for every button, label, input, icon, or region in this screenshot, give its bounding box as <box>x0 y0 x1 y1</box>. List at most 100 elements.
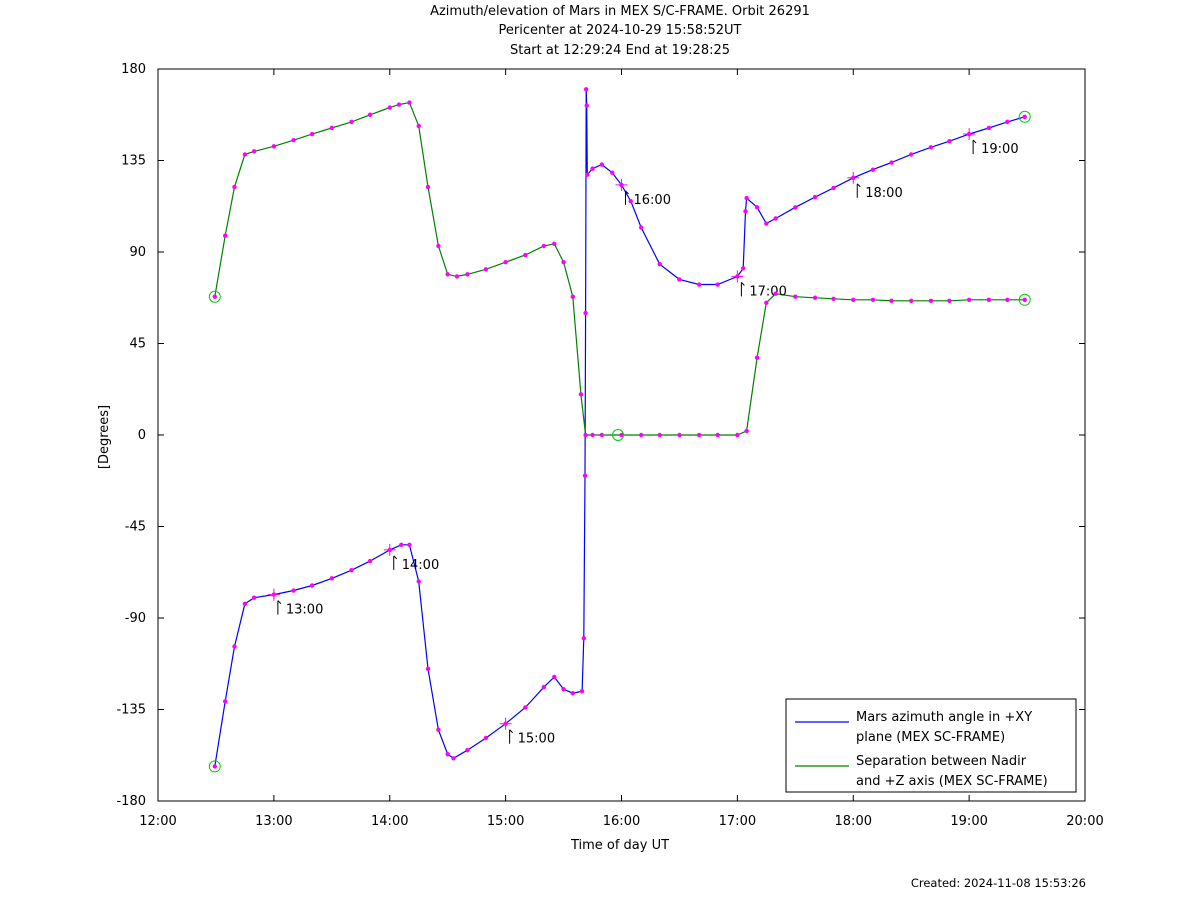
azimuth-data-point <box>870 167 876 172</box>
separation-data-point <box>831 296 836 301</box>
separation-data-point <box>407 100 412 105</box>
hour-label-pointer <box>741 282 745 286</box>
azimuth-data-point <box>764 221 769 226</box>
chart-title-line-1: Azimuth/elevation of Mars in MEX S/C-FRA… <box>430 4 810 19</box>
separation-data-point <box>251 149 257 154</box>
azimuth-data-point <box>986 125 992 131</box>
separation-data-point <box>349 119 354 125</box>
separation-data-point <box>212 294 217 299</box>
azimuth-data-point <box>585 172 590 177</box>
hour-label-pointer <box>393 555 398 560</box>
y-tick-label: -45 <box>125 520 146 535</box>
azimuth-data-point <box>610 170 615 175</box>
azimuth-data-point <box>212 764 217 769</box>
azimuth-data-point <box>582 473 588 478</box>
separation-data-point <box>773 291 778 296</box>
separation-data-point <box>735 432 740 438</box>
separation-data-point <box>367 112 373 117</box>
separation-data-point <box>599 432 605 438</box>
separation-data-point <box>242 152 248 157</box>
y-tick-label: 90 <box>129 245 146 260</box>
separation-data-point <box>986 297 992 302</box>
separation-data-point <box>812 295 818 300</box>
azimuth-data-point <box>579 689 585 694</box>
azimuth-data-point <box>657 262 662 267</box>
legend-label-azimuth-line-2: plane (MEX SC-FRAME) <box>856 730 1005 745</box>
hour-label: 14:00 <box>402 558 439 573</box>
azimuth-data-point <box>581 636 587 641</box>
hour-label-pointer <box>856 183 861 188</box>
separation-data-point <box>590 432 595 438</box>
azimuth-data-point <box>715 282 720 287</box>
azimuth-endpoint-marker <box>1018 110 1031 123</box>
hour-label: 18:00 <box>865 186 902 201</box>
azimuth-data-point <box>541 684 547 690</box>
separation-data-point <box>271 144 277 149</box>
separation-data-point <box>908 298 914 303</box>
separation-data-point <box>754 355 760 360</box>
y-axis-label: [Degrees] <box>97 405 112 469</box>
azimuth-data-point <box>628 198 633 204</box>
separation-endpoint-marker <box>208 290 221 303</box>
azimuth-data-point <box>584 103 589 108</box>
hour-label: 17:00 <box>749 284 786 299</box>
separation-data-point <box>552 241 557 247</box>
separation-data-point <box>523 252 528 258</box>
x-tick-label: 15:00 <box>487 814 524 829</box>
azimuth-data-point <box>329 576 335 581</box>
separation-data-point <box>764 300 769 306</box>
separation-data-point <box>851 297 856 302</box>
separation-data-point <box>583 432 588 438</box>
x-tick-label: 17:00 <box>719 814 756 829</box>
azimuth-data-point <box>523 705 528 710</box>
separation-data-point <box>570 294 576 299</box>
azimuth-data-point <box>232 644 237 649</box>
azimuth-data-point <box>743 209 748 214</box>
separation-data-point <box>309 131 315 137</box>
separation-data-point <box>889 298 894 303</box>
separation-data-point <box>416 123 421 129</box>
y-tick-label: 135 <box>121 154 146 169</box>
azimuth-endpoint-marker <box>208 760 221 773</box>
separation-data-point <box>445 272 450 277</box>
azimuth-data-point <box>425 666 431 672</box>
hour-label: 13:00 <box>286 603 323 618</box>
azimuth-data-point <box>590 166 595 171</box>
separation-data-point <box>578 392 584 397</box>
separation-data-point <box>232 184 237 190</box>
separation-data-point <box>454 274 460 279</box>
separation-data-point <box>291 137 296 143</box>
azimuth-data-point <box>1005 119 1010 125</box>
azimuth-data-point <box>928 145 934 150</box>
separation-data-point <box>715 432 720 438</box>
y-tick-label: -135 <box>116 703 146 718</box>
separation-data-point <box>541 243 547 249</box>
separation-data-point <box>928 298 934 303</box>
separation-data-point <box>696 432 702 438</box>
azimuth-data-point <box>754 205 760 210</box>
chart-title-line-2: Pericenter at 2024-10-29 15:58:52UT <box>498 23 742 38</box>
azimuth-data-point <box>445 752 450 757</box>
y-tick-label: 0 <box>138 428 146 443</box>
azimuth-data-point <box>561 686 566 692</box>
azimuth-data-point <box>465 747 470 753</box>
azimuth-data-point <box>309 583 315 588</box>
separation-data-point <box>329 125 335 131</box>
x-tick-label: 18:00 <box>835 814 872 829</box>
azimuth-data-point <box>889 160 894 165</box>
azimuth-data-point <box>1022 114 1027 119</box>
x-axis-label: Time of day UT <box>570 838 669 853</box>
hour-label: 19:00 <box>981 142 1018 157</box>
separation-data-point <box>387 105 392 110</box>
separation-data-point <box>619 432 624 438</box>
azimuth-data-point <box>483 735 489 741</box>
legend: Mars azimuth angle in +XY plane (MEX SC-… <box>785 698 1077 793</box>
separation-data-point <box>483 267 489 272</box>
separation-data-point <box>223 233 228 238</box>
azimuth-data-point <box>451 756 456 761</box>
separation-data-point <box>966 297 972 302</box>
azimuth-data-point <box>744 195 749 201</box>
azimuth-data-point <box>251 595 257 600</box>
hour-label-pointer <box>972 139 977 144</box>
